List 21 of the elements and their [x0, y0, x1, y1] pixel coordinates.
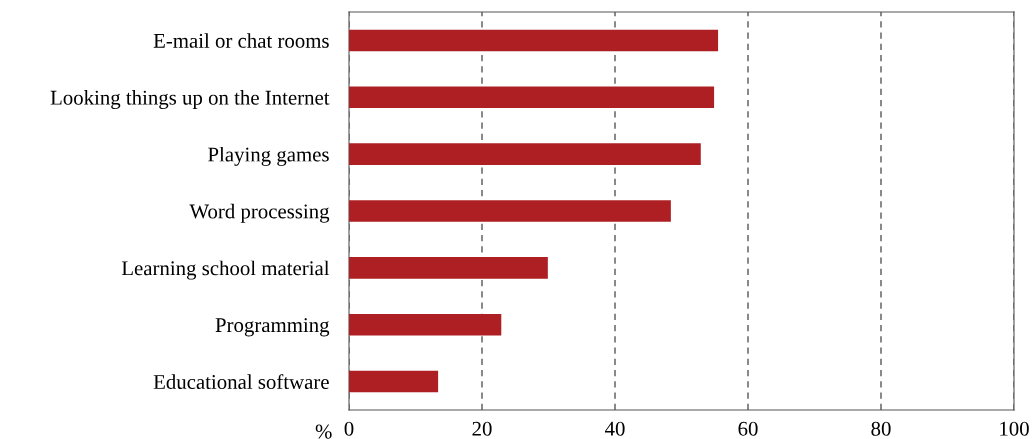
bar	[349, 143, 701, 165]
y-tick-label: Educational software	[153, 374, 329, 389]
bar	[349, 370, 439, 393]
x-tick-label: 40	[604, 421, 625, 436]
bar	[349, 313, 502, 336]
bar	[349, 257, 548, 279]
x-tick-label: 80	[871, 421, 891, 436]
y-tick-label: Playing games	[208, 146, 329, 166]
x-tick-label: 20	[472, 421, 492, 436]
x-tick-label: 100	[1000, 421, 1029, 436]
y-tick-label: Learning school material	[121, 260, 330, 280]
y-tick-label: Looking things up on the Internet	[50, 90, 330, 110]
bar	[349, 200, 671, 222]
y-tick-label: E-mail or chat rooms	[153, 33, 329, 48]
x-tick-label: 0	[344, 421, 354, 436]
bar	[349, 86, 715, 109]
x-axis-title: %	[315, 424, 332, 439]
y-tick-label: Word processing	[189, 203, 330, 223]
bar	[349, 29, 719, 52]
y-tick-label: Programming	[215, 318, 330, 337]
x-tick-label: 60	[738, 421, 758, 436]
